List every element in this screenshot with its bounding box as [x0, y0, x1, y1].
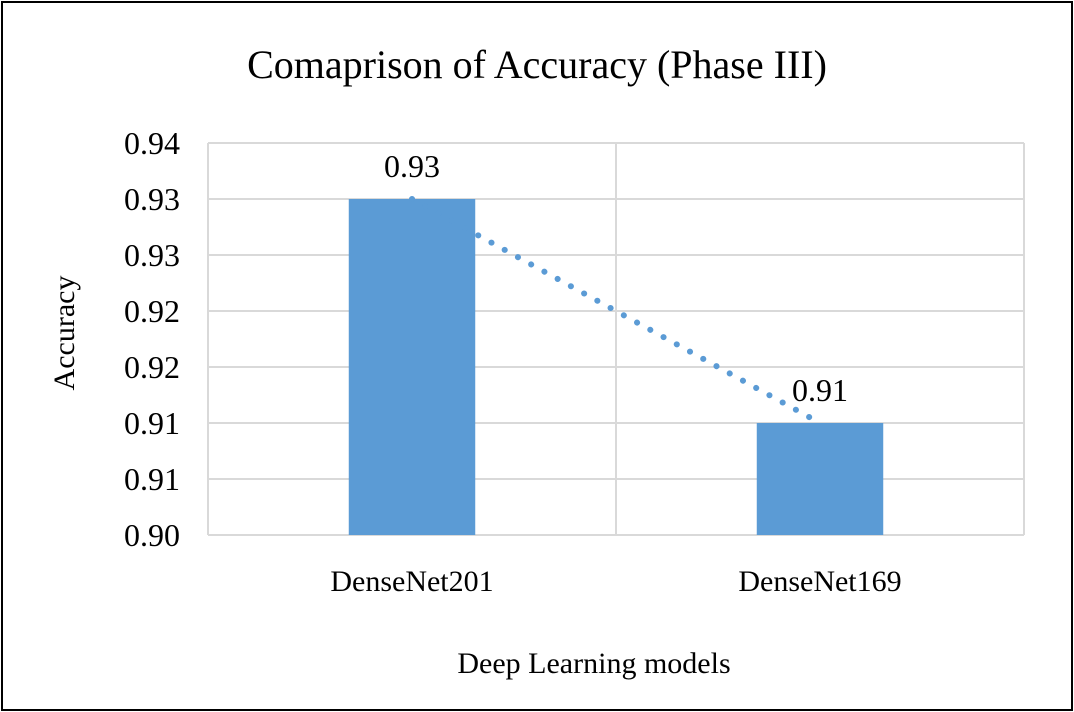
y-tick-label: 0.92 [124, 349, 180, 385]
data-label: 0.91 [792, 372, 848, 408]
y-tick-label: 0.93 [124, 237, 180, 273]
gridlines [207, 142, 1025, 536]
y-tick-labels: 0.90 0.91 0.91 0.92 0.92 0.93 0.93 0.94 [124, 125, 180, 553]
y-axis-title: Accuracy [48, 276, 81, 391]
y-tick-label: 0.94 [124, 125, 180, 161]
y-tick-label: 0.93 [124, 181, 180, 217]
x-tick-label: DenseNet201 [330, 565, 493, 598]
y-tick-label: 0.90 [124, 517, 180, 553]
y-tick-label: 0.92 [124, 293, 180, 329]
x-axis-title: Deep Learning models [457, 647, 730, 680]
y-tick-label: 0.91 [124, 461, 180, 497]
data-label: 0.93 [384, 148, 440, 184]
y-tick-label: 0.91 [124, 405, 180, 441]
chart-title: Comaprison of Accuracy (Phase III) [247, 42, 827, 87]
bar-densenet169 [756, 423, 884, 535]
x-tick-labels: DenseNet201 DenseNet169 [330, 565, 901, 598]
trendline [409, 196, 823, 426]
bars [348, 199, 884, 535]
x-tick-label: DenseNet169 [738, 565, 901, 598]
data-labels: 0.93 0.91 [384, 148, 848, 408]
bar-densenet201 [348, 199, 476, 535]
